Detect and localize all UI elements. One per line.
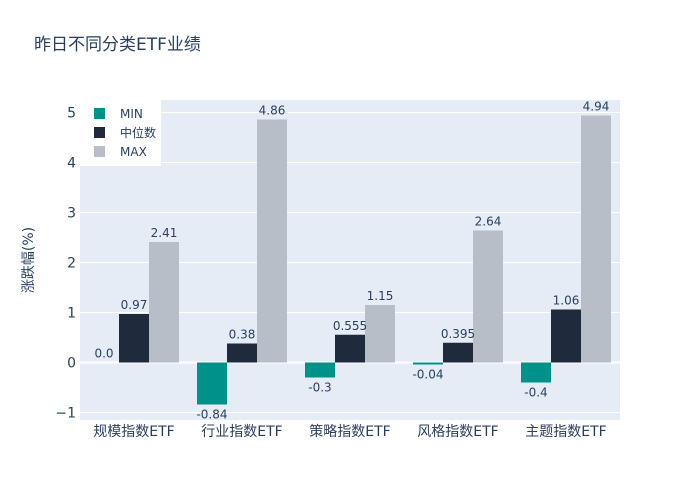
bar — [197, 362, 227, 405]
data-label: 0.0 — [94, 347, 113, 361]
chart-title: 昨日不同分类ETF业绩 — [34, 35, 201, 55]
legend-swatch — [94, 127, 105, 138]
legend-label: 中位数 — [120, 125, 156, 140]
y-tick-label: 5 — [67, 106, 76, 122]
y-tick-label: 0 — [67, 356, 76, 372]
bar — [227, 343, 257, 363]
bar — [257, 119, 287, 363]
y-axis-ticks: −1 0 1 2 3 4 5 — [55, 106, 76, 422]
data-label: 4.94 — [583, 100, 610, 114]
data-label: 2.64 — [475, 215, 502, 229]
y-tick-label: 3 — [67, 206, 76, 222]
y-tick-label: 2 — [67, 256, 76, 272]
bar — [149, 242, 179, 363]
legend-background — [80, 100, 161, 166]
data-label: 0.38 — [229, 328, 256, 342]
x-tick-label: 行业指数ETF — [201, 424, 282, 440]
bar — [521, 362, 551, 383]
y-tick-label: 4 — [67, 156, 76, 172]
x-tick-label: 风格指数ETF — [417, 424, 498, 440]
bar — [365, 305, 395, 363]
y-tick-label: −1 — [55, 406, 76, 422]
bar — [473, 230, 503, 363]
bar — [581, 115, 611, 363]
legend-swatch — [94, 108, 105, 119]
bar — [119, 314, 149, 363]
bar — [443, 342, 473, 363]
data-label: 1.06 — [553, 294, 580, 308]
data-label: -0.4 — [524, 386, 547, 400]
data-label: 2.41 — [151, 226, 178, 240]
data-label: -0.84 — [196, 408, 227, 422]
bars — [119, 115, 611, 405]
legend-label: MIN — [120, 107, 143, 121]
bar — [413, 362, 443, 365]
y-tick-label: 1 — [67, 306, 76, 322]
x-tick-label: 规模指数ETF — [93, 424, 174, 440]
bar — [305, 362, 335, 378]
data-labels: 0.0 0.97 2.41 -0.84 0.38 4.86 -0.3 0.555 1.15 -0.… — [94, 100, 609, 422]
legend-label: MAX — [120, 145, 147, 159]
data-label: -0.3 — [308, 381, 331, 395]
bar — [551, 309, 581, 363]
bar — [335, 334, 365, 363]
data-label: 1.15 — [367, 289, 394, 303]
legend-swatch — [94, 146, 105, 157]
x-tick-label: 主题指数ETF — [525, 424, 606, 440]
x-axis-ticks: 规模指数ETF 行业指数ETF 策略指数ETF 风格指数ETF 主题指数ETF — [93, 423, 606, 440]
data-label: 0.395 — [441, 327, 475, 341]
data-label: 4.86 — [259, 104, 286, 118]
data-label: 0.97 — [121, 298, 148, 312]
data-label: -0.04 — [412, 368, 443, 382]
data-label: 0.555 — [333, 319, 367, 333]
x-tick-label: 策略指数ETF — [309, 423, 390, 440]
y-axis-title: 涨跌幅(%) — [21, 227, 37, 293]
legend: MIN 中位数 MAX — [80, 100, 161, 166]
